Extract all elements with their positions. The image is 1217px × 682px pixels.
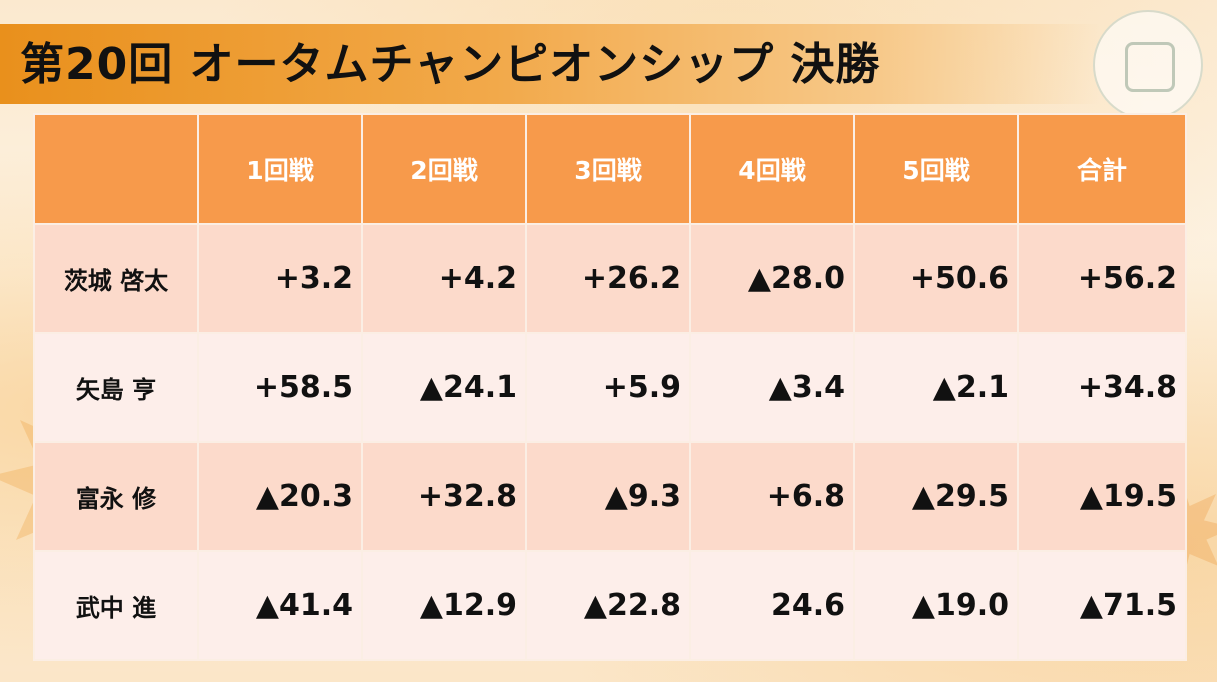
score-cell: ▲20.3 bbox=[197, 441, 363, 552]
score-cell: +32.8 bbox=[361, 441, 527, 552]
header-round-5: 5回戦 bbox=[853, 113, 1019, 225]
score-cell: +3.2 bbox=[197, 223, 363, 334]
total-cell: +34.8 bbox=[1017, 332, 1187, 443]
score-cell: ▲24.1 bbox=[361, 332, 527, 443]
table-row: 茨城 啓太 +3.2 +4.2 +26.2 ▲28.0 +50.6 +56.2 bbox=[33, 223, 1187, 334]
player-name: 矢島 亨 bbox=[33, 332, 199, 443]
score-cell: +5.9 bbox=[525, 332, 691, 443]
score-cell: 24.6 bbox=[689, 550, 855, 661]
title-bar bbox=[0, 24, 1100, 104]
header-round-4: 4回戦 bbox=[689, 113, 855, 225]
score-table: 1回戦 2回戦 3回戦 4回戦 5回戦 合計 茨城 啓太 +3.2 +4.2 +… bbox=[33, 113, 1187, 661]
header-blank bbox=[33, 113, 199, 225]
header-round-1: 1回戦 bbox=[197, 113, 363, 225]
score-cell: ▲2.1 bbox=[853, 332, 1019, 443]
score-cell: ▲19.0 bbox=[853, 550, 1019, 661]
association-logo-icon bbox=[1093, 10, 1203, 120]
score-cell: ▲41.4 bbox=[197, 550, 363, 661]
score-cell: ▲9.3 bbox=[525, 441, 691, 552]
score-cell: ▲3.4 bbox=[689, 332, 855, 443]
table-row: 武中 進 ▲41.4 ▲12.9 ▲22.8 24.6 ▲19.0 ▲71.5 bbox=[33, 550, 1187, 661]
page-title: 第20回 オータムチャンピオンシップ 決勝 bbox=[20, 39, 881, 90]
total-cell: +56.2 bbox=[1017, 223, 1187, 334]
player-name: 茨城 啓太 bbox=[33, 223, 199, 334]
player-name: 富永 修 bbox=[33, 441, 199, 552]
player-name: 武中 進 bbox=[33, 550, 199, 661]
table-header-row: 1回戦 2回戦 3回戦 4回戦 5回戦 合計 bbox=[33, 113, 1187, 225]
header-round-2: 2回戦 bbox=[361, 113, 527, 225]
score-cell: +4.2 bbox=[361, 223, 527, 334]
header-total: 合計 bbox=[1017, 113, 1187, 225]
score-cell: +50.6 bbox=[853, 223, 1019, 334]
table-row: 富永 修 ▲20.3 +32.8 ▲9.3 +6.8 ▲29.5 ▲19.5 bbox=[33, 441, 1187, 552]
score-cell: +58.5 bbox=[197, 332, 363, 443]
table-row: 矢島 亨 +58.5 ▲24.1 +5.9 ▲3.4 ▲2.1 +34.8 bbox=[33, 332, 1187, 443]
score-cell: ▲28.0 bbox=[689, 223, 855, 334]
score-cell: ▲12.9 bbox=[361, 550, 527, 661]
score-cell: +6.8 bbox=[689, 441, 855, 552]
header-round-3: 3回戦 bbox=[525, 113, 691, 225]
total-cell: ▲19.5 bbox=[1017, 441, 1187, 552]
score-cell: ▲29.5 bbox=[853, 441, 1019, 552]
total-cell: ▲71.5 bbox=[1017, 550, 1187, 661]
score-cell: ▲22.8 bbox=[525, 550, 691, 661]
logo-mark bbox=[1125, 42, 1175, 92]
score-cell: +26.2 bbox=[525, 223, 691, 334]
